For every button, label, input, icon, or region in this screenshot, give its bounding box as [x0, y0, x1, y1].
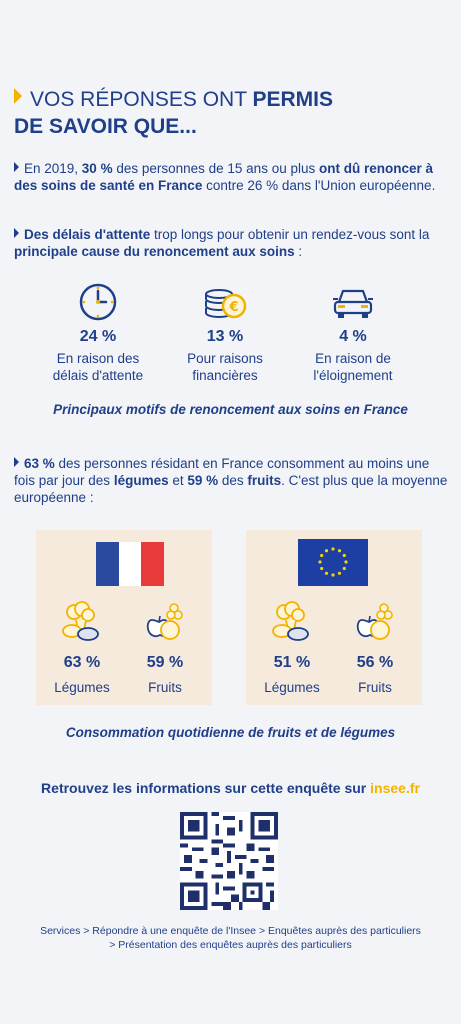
- stat-delais-label: En raison des délais d'attente: [38, 350, 158, 384]
- vegetables-icon: [62, 601, 99, 641]
- bullet1-bold-1: 30 %: [81, 161, 113, 176]
- france-veg-value: 63 %: [63, 654, 101, 671]
- stat-financieres-line2: financières: [192, 368, 258, 383]
- panel-europe: 51 % Légumes 56 % Fruits: [246, 530, 422, 705]
- bullet3-bold-4: fruits: [247, 473, 282, 488]
- insee-link[interactable]: insee.fr: [370, 780, 420, 796]
- clock-icon: [76, 282, 120, 322]
- title-arrow-icon: [14, 88, 22, 104]
- nav-path-line1[interactable]: Services > Répondre à une enquête de l'I…: [40, 925, 421, 937]
- bullet1-text-3: contre 26 % dans l'Union européenne.: [202, 178, 436, 193]
- france-fruit-label: Fruits: [148, 680, 182, 695]
- more-info-line: Retrouvez les informations sur cette enq…: [0, 780, 461, 796]
- europe-veg-value: 51 %: [273, 654, 311, 671]
- caption-renoncement: Principaux motifs de renoncement aux soi…: [53, 402, 408, 417]
- europe-veg-label: Légumes: [264, 680, 320, 695]
- france-flag-icon: [96, 542, 164, 586]
- title-line2: DE SAVOIR QUE...: [14, 115, 197, 138]
- stat-delais: 24 % En raison des délais d'attente: [38, 282, 158, 384]
- stat-eloignement-line2: l'éloignement: [313, 368, 393, 383]
- stat-delais-value: 24 %: [79, 328, 117, 345]
- bullet-renoncement: En 2019, 30 % des personnes de 15 ans ou…: [14, 160, 448, 194]
- car-icon: [331, 282, 375, 322]
- vegetables-icon: [272, 601, 309, 641]
- coins-euro-icon: €: [203, 282, 247, 322]
- fruits-icon: [146, 603, 183, 640]
- caption-consommation: Consommation quotidienne de fruits et de…: [65, 725, 396, 740]
- title-prefix: VOS RÉPONSES ONT: [30, 88, 253, 111]
- section-title: VOS RÉPONSES ONT PERMIS DE SAVOIR QUE...: [14, 86, 454, 140]
- eu-flag-icon: [298, 539, 368, 586]
- france-fruit-value: 59 %: [146, 654, 184, 671]
- stat-financieres-line1: Pour raisons: [187, 351, 263, 366]
- stat-eloignement: 4 % En raison de l'éloignement: [293, 282, 413, 384]
- nav-path-line2[interactable]: > Présentation des enquêtes auprès des p…: [109, 939, 352, 951]
- bullet3-text-4: . C'est plus que la moyenne européenne :: [14, 473, 448, 505]
- stat-eloignement-line1: En raison de: [315, 351, 391, 366]
- france-veg-label: Légumes: [54, 680, 110, 695]
- bullet3-bold-3: 59 %: [187, 473, 219, 488]
- stat-delais-line1: En raison des: [56, 351, 140, 366]
- panel-france: 63 % Légumes 59 % Fruits: [36, 530, 212, 705]
- svg-text:€: €: [228, 300, 238, 315]
- bullet3-bold-2: légumes: [113, 473, 169, 488]
- stat-eloignement-value: 4 %: [339, 328, 367, 345]
- bullet3-text-3: des: [218, 473, 248, 488]
- bullet2-bold-2: principale cause du renoncement aux soin…: [14, 244, 295, 259]
- bullet-arrow-icon: [14, 162, 19, 172]
- bullet3-text-2: et: [168, 473, 188, 488]
- stat-financieres: € 13 % Pour raisons financières: [165, 282, 285, 384]
- qr-code[interactable]: [180, 812, 278, 910]
- europe-fruit-label: Fruits: [358, 680, 392, 695]
- bullet2-text-2: :: [294, 244, 303, 259]
- bullet1-text-1: En 2019,: [24, 161, 82, 176]
- title-bold: PERMIS: [252, 88, 334, 111]
- bullet3-text-1: des personnes résidant en France consomm…: [14, 456, 430, 488]
- fruits-icon: [356, 603, 393, 640]
- bullet-arrow-icon: [14, 228, 19, 238]
- bullet1-text-2: des personnes de 15 ans ou plus: [112, 161, 319, 176]
- bullet1-bold-2: ont dû renoncer à des soins de santé en …: [14, 161, 433, 193]
- bullet-arrow-icon: [14, 457, 19, 467]
- stat-delais-line2: délais d'attente: [52, 368, 144, 383]
- stat-financieres-label: Pour raisons financières: [165, 350, 285, 384]
- bullet-delais: Des délais d'attente trop longs pour obt…: [14, 226, 448, 260]
- bullet2-text-1: trop longs pour obtenir un rendez-vous s…: [150, 227, 430, 242]
- more-info-text: Retrouvez les informations sur cette enq…: [41, 780, 371, 796]
- bullet-consommation: 63 % des personnes résidant en France co…: [14, 455, 448, 506]
- europe-fruit-value: 56 %: [356, 654, 394, 671]
- stat-eloignement-label: En raison de l'éloignement: [293, 350, 413, 384]
- stat-financieres-value: 13 %: [206, 328, 244, 345]
- bullet2-bold-1: Des délais d'attente: [24, 227, 151, 242]
- bullet3-bold-1: 63 %: [24, 456, 55, 471]
